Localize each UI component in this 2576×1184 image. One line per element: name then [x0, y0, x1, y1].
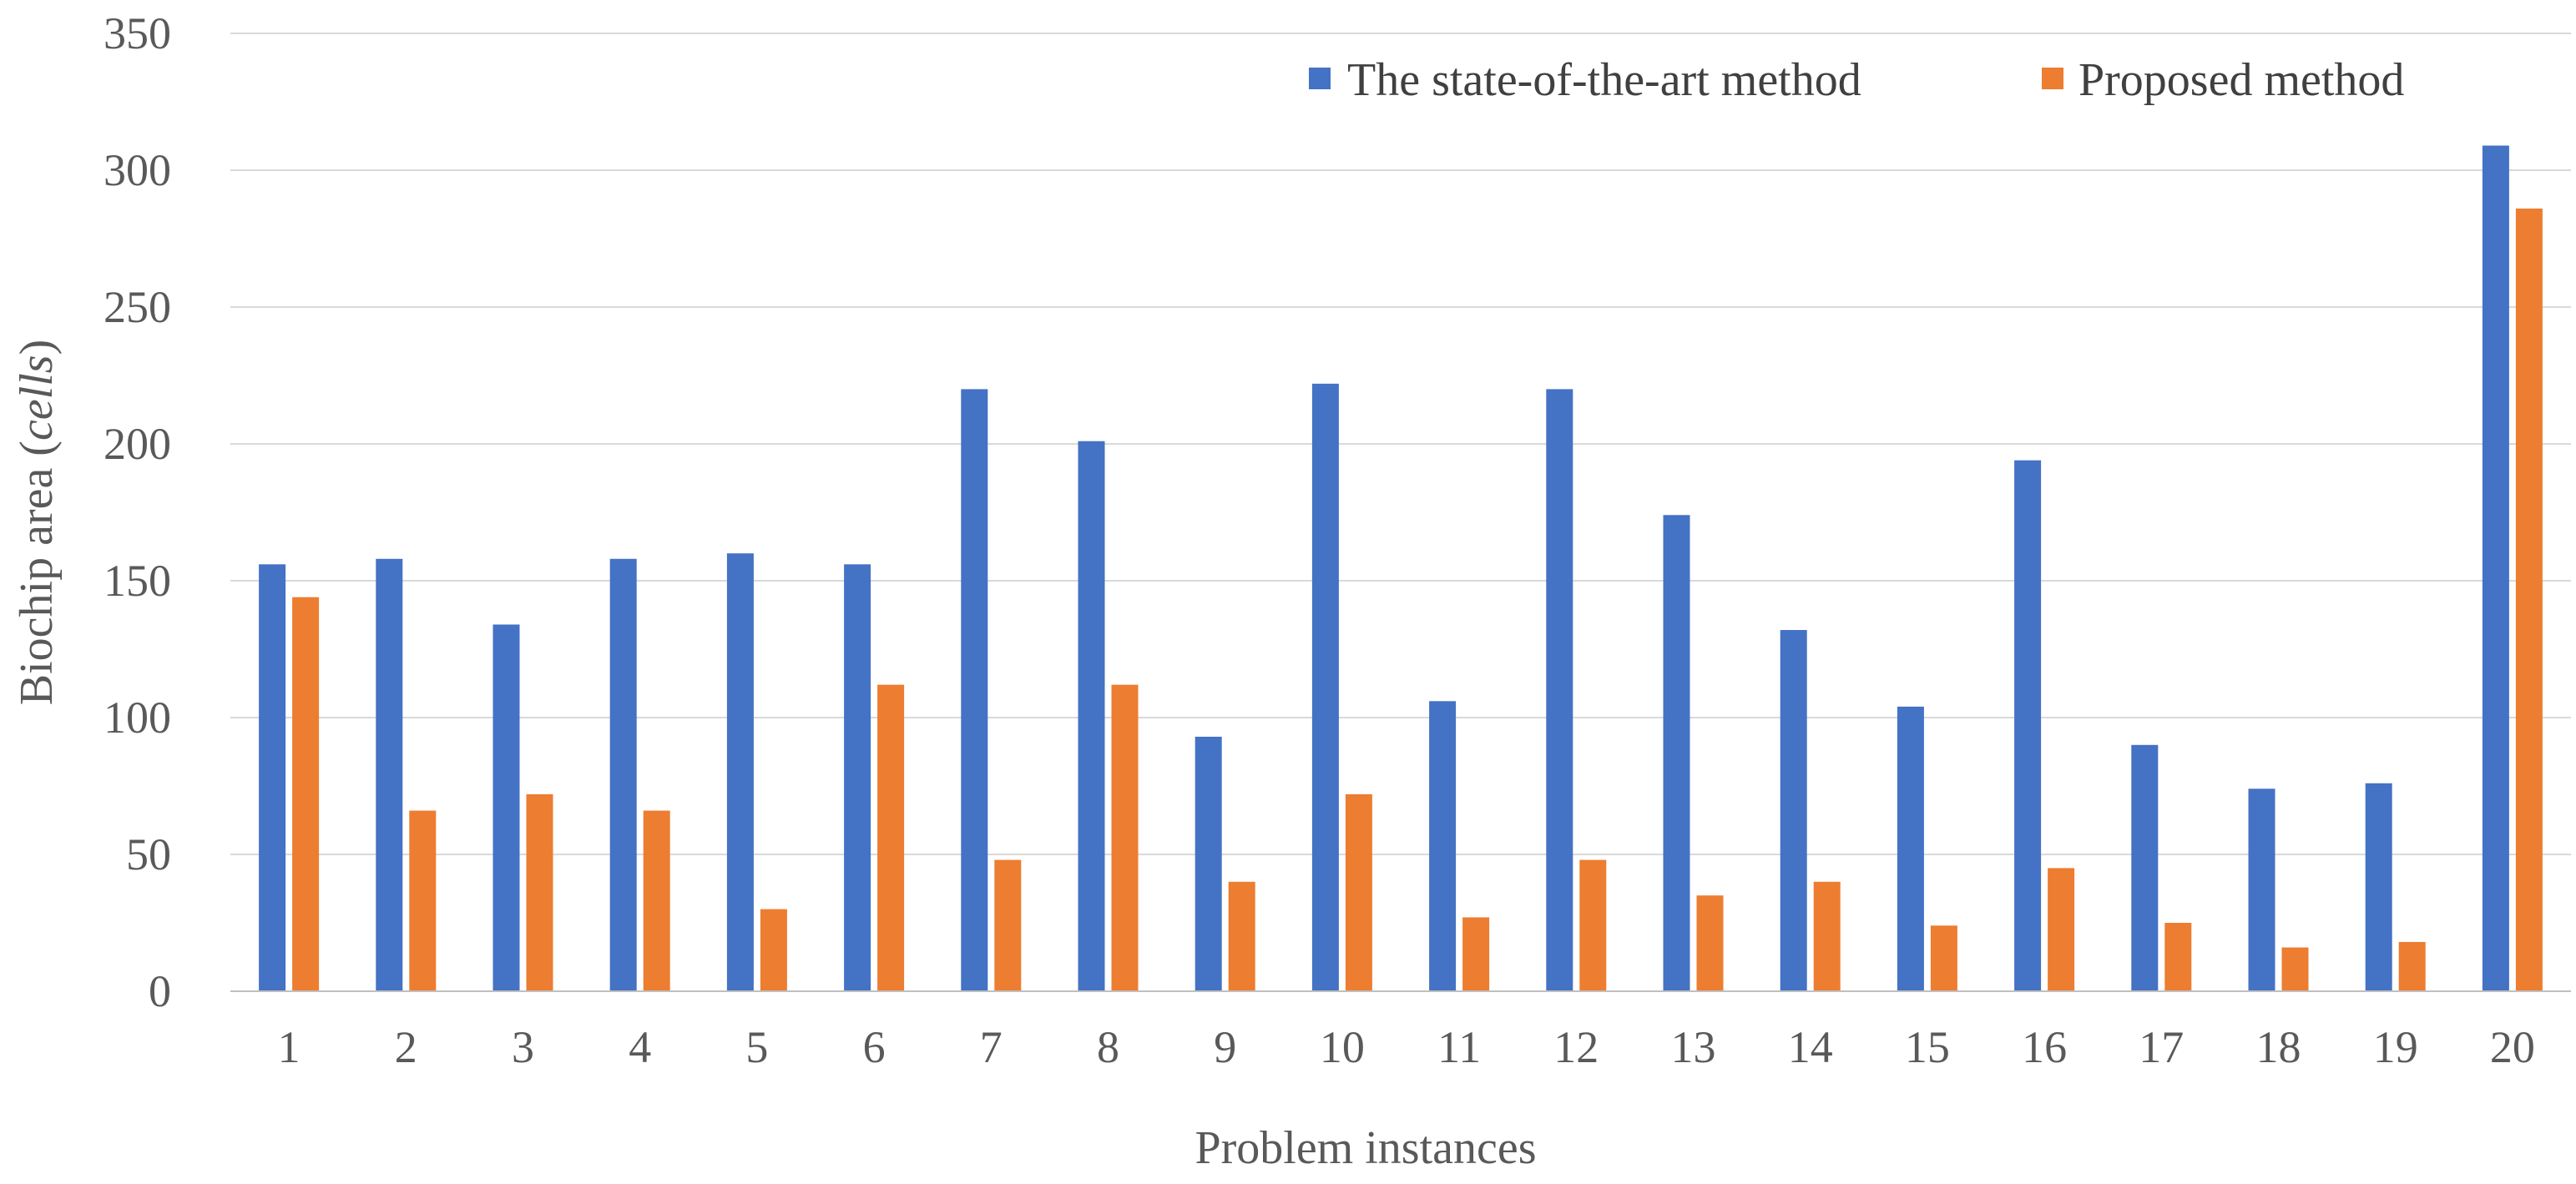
bar-proposed-4: [643, 810, 670, 991]
bar-state-of-the-art-8: [1078, 441, 1105, 991]
y-axis-title-prefix: Biochip area (: [11, 441, 63, 705]
bar-state-of-the-art-9: [1195, 736, 1222, 991]
gridlines: [230, 33, 2571, 855]
x-tick-label: 13: [1671, 1022, 1716, 1072]
x-tick-label: 16: [2022, 1022, 2067, 1072]
bar-proposed-11: [1462, 917, 1490, 991]
x-tick-label: 14: [1788, 1022, 1833, 1072]
x-tick-label: 8: [1097, 1022, 1119, 1072]
bar-proposed-1: [292, 597, 320, 991]
bar-proposed-16: [2048, 868, 2075, 991]
y-tick-label: 150: [104, 556, 171, 606]
x-tick-label: 5: [745, 1022, 768, 1072]
x-tick-label: 2: [395, 1022, 417, 1072]
bar-proposed-19: [2398, 941, 2426, 991]
x-axis-ticks: 1 2 3 4 5 6 7 8 9 10 11 12 13 14 15 16 17 18 19 20: [278, 1022, 2535, 1072]
bar-state-of-the-art-17: [2131, 744, 2159, 991]
bar-state-of-the-art-16: [2014, 460, 2042, 991]
bar-proposed-17: [2164, 923, 2192, 991]
bar-proposed-10: [1345, 794, 1372, 991]
bars: [259, 145, 2543, 992]
y-axis-title-unit: cells: [11, 355, 63, 441]
x-tick-label: 20: [2490, 1022, 2535, 1072]
legend: The state-of-the-art method Proposed met…: [1309, 54, 2404, 106]
x-tick-label: 18: [2256, 1022, 2301, 1072]
legend-swatch-state-of-the-art: [1309, 68, 1331, 89]
bar-state-of-the-art-7: [961, 389, 988, 991]
bar-state-of-the-art-5: [726, 553, 754, 991]
bar-state-of-the-art-12: [1546, 389, 1573, 991]
bar-state-of-the-art-2: [376, 558, 403, 991]
bar-proposed-13: [1696, 895, 1724, 991]
x-tick-label: 3: [512, 1022, 534, 1072]
x-tick-label: 11: [1437, 1022, 1481, 1072]
y-axis-title-suffix: ): [11, 340, 63, 355]
bar-proposed-2: [409, 810, 437, 991]
x-tick-label: 12: [1553, 1022, 1599, 1072]
bar-proposed-5: [760, 909, 787, 991]
bar-state-of-the-art-4: [609, 558, 637, 991]
x-tick-label: 19: [2373, 1022, 2418, 1072]
bar-proposed-3: [526, 794, 553, 991]
bar-state-of-the-art-1: [259, 564, 286, 991]
x-axis-title: Problem instances: [1195, 1122, 1536, 1174]
y-tick-label: 100: [104, 693, 171, 743]
x-tick-label: 4: [629, 1022, 651, 1072]
legend-label-state-of-the-art: The state-of-the-art method: [1347, 54, 1861, 106]
y-tick-label: 200: [104, 419, 171, 469]
y-tick-label: 350: [104, 8, 171, 58]
bar-proposed-20: [2515, 208, 2543, 992]
bar-proposed-7: [994, 859, 1022, 991]
bar-state-of-the-art-3: [492, 624, 520, 991]
x-tick-label: 10: [1320, 1022, 1365, 1072]
bar-proposed-14: [1813, 881, 1841, 991]
x-tick-label: 6: [863, 1022, 886, 1072]
x-tick-label: 1: [278, 1022, 301, 1072]
bar-state-of-the-art-15: [1897, 706, 1924, 991]
bar-state-of-the-art-19: [2365, 783, 2392, 991]
bar-proposed-9: [1228, 881, 1255, 991]
bar-state-of-the-art-14: [1780, 630, 1807, 991]
y-axis-title: Biochip area (cells): [11, 340, 63, 705]
bar-state-of-the-art-20: [2482, 145, 2509, 992]
bar-proposed-12: [1579, 859, 1607, 991]
bar-proposed-18: [2281, 947, 2309, 991]
legend-swatch-proposed: [2042, 68, 2063, 89]
x-tick-label: 9: [1214, 1022, 1236, 1072]
bar-state-of-the-art-6: [844, 564, 871, 991]
bar-state-of-the-art-13: [1663, 515, 1690, 991]
y-tick-label: 0: [149, 966, 171, 1016]
y-tick-label: 50: [126, 829, 171, 879]
bar-state-of-the-art-11: [1429, 701, 1457, 991]
legend-label-proposed: Proposed method: [2078, 54, 2404, 106]
bar-proposed-8: [1111, 684, 1139, 991]
bar-state-of-the-art-18: [2248, 788, 2275, 991]
x-tick-label: 7: [980, 1022, 1003, 1072]
x-tick-label: 17: [2139, 1022, 2184, 1072]
bar-state-of-the-art-10: [1311, 383, 1339, 992]
y-tick-label: 250: [104, 282, 171, 332]
bar-proposed-6: [877, 684, 905, 991]
y-axis-ticks: 0 50 100 150 200 250 300 350: [104, 8, 171, 1016]
y-tick-label: 300: [104, 145, 171, 195]
x-tick-label: 15: [1905, 1022, 1950, 1072]
bar-proposed-15: [1930, 925, 1957, 991]
